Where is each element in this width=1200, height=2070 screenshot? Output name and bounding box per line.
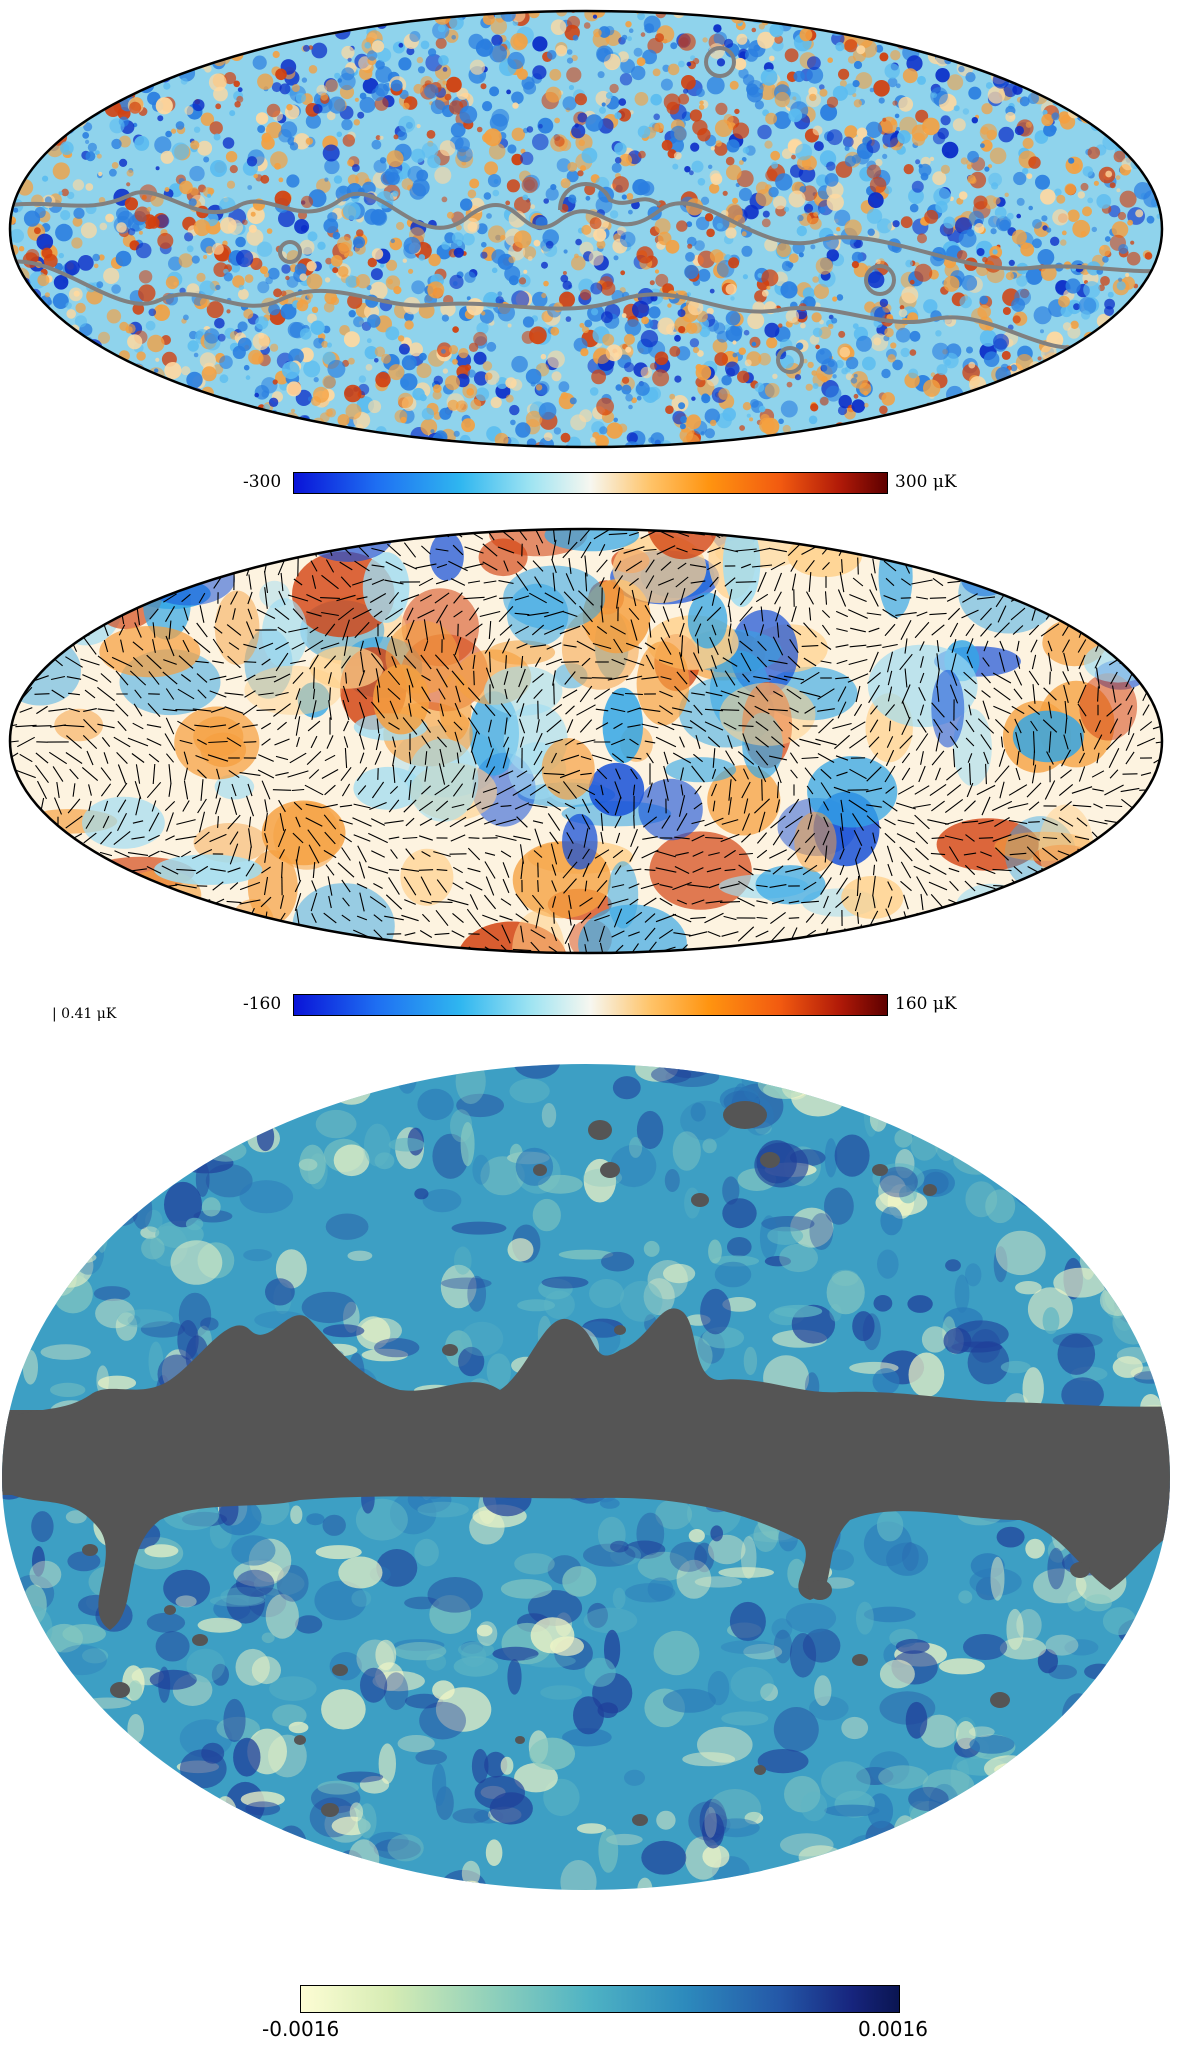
- colorbar-min-label: -160: [243, 994, 282, 1014]
- map-boundary: [8, 527, 1164, 955]
- mask-contour-loop-b: [704, 46, 736, 78]
- mask-contour-south: [10, 259, 1162, 350]
- masked-map-panel: -0.0016 0.0016: [0, 1050, 1200, 2070]
- temperature-colorbar: [293, 472, 888, 494]
- vector-scale-label: | 0.41 μK: [52, 1006, 117, 1022]
- mask-contour-north: [10, 190, 1162, 274]
- polarization-colorbar: [293, 994, 888, 1016]
- mask-contour-loop-a: [558, 182, 662, 211]
- colorbar-min-label: -300: [243, 472, 282, 492]
- colorbar-max-label: 300 μK: [895, 472, 957, 492]
- galactic-plane-mask: [2, 1308, 1170, 1630]
- colorbar-max-label: 160 μK: [895, 994, 957, 1014]
- colorbar-min-label: -0.0016: [262, 2017, 340, 2041]
- masked-map-colorbar: [300, 1985, 900, 2013]
- mask-contour-loop-e: [864, 264, 896, 296]
- masked-map: [2, 1064, 1170, 1890]
- polarization-map: [8, 527, 1164, 955]
- colorbar-max-label: 0.0016: [858, 2017, 928, 2041]
- mask-contour-loop-c: [278, 240, 302, 264]
- mask-contour-loop-f: [108, 398, 132, 422]
- temperature-map: [8, 9, 1164, 449]
- polarization-map-panel: | 0.41 μK -160 160 μK: [0, 520, 1200, 1040]
- mask-contour-loop-d: [776, 346, 804, 374]
- map-boundary: [8, 9, 1164, 449]
- temperature-map-panel: -300 300 μK: [0, 0, 1200, 494]
